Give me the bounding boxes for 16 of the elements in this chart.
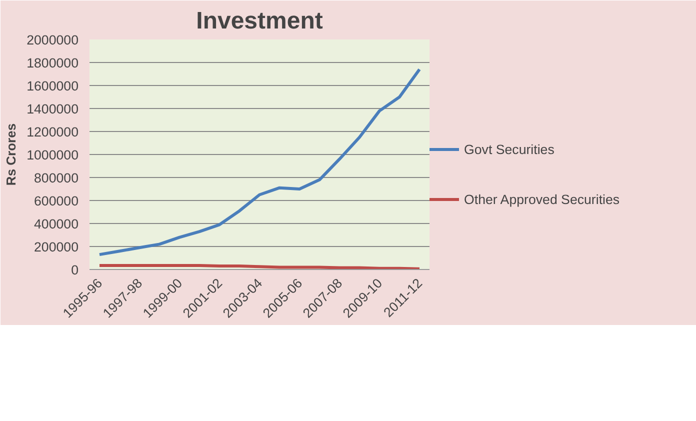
y-tick-label: 2000000 (26, 32, 79, 48)
legend-label: Other Approved Securities (464, 192, 620, 206)
y-tick-label: 800000 (34, 170, 79, 186)
y-tick-label: 400000 (34, 216, 79, 232)
y-tick-label: 600000 (34, 194, 79, 208)
y-tick-label: 200000 (34, 240, 79, 254)
y-tick-label: 1000000 (26, 148, 79, 162)
y-tick-label: 1600000 (26, 78, 79, 94)
line-series (98, 68, 421, 256)
y-axis-title: Rs Crores (4, 123, 19, 186)
legend-label: Govt Securities (464, 142, 554, 156)
y-tick-label: 1400000 (26, 102, 79, 116)
y-tick-label: 1200000 (26, 124, 79, 140)
y-tick-label: 0 (71, 262, 79, 278)
y-tick-label: 1800000 (26, 56, 79, 70)
chart-title: Investment (196, 8, 323, 34)
